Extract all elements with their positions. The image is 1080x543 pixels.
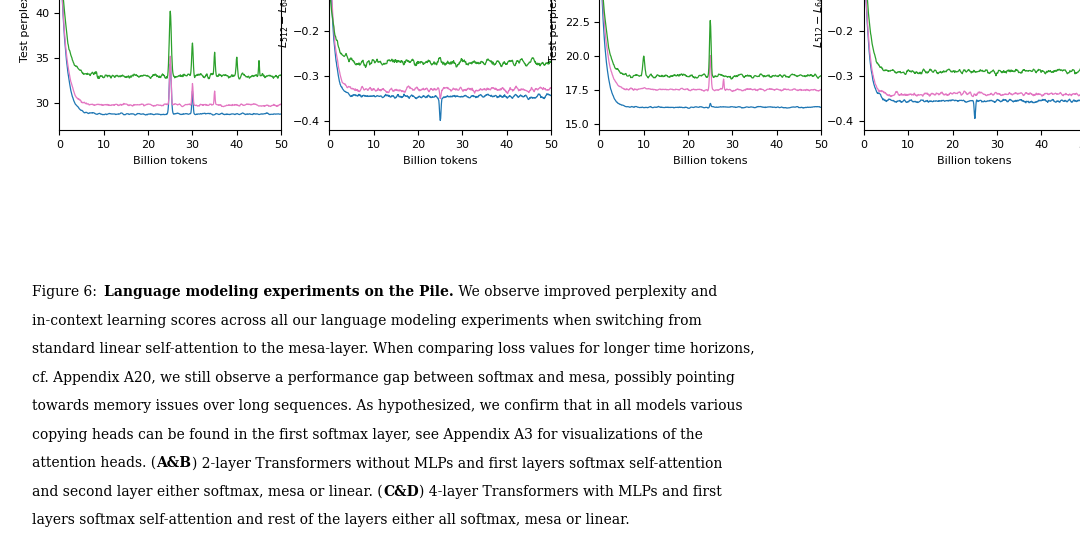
Text: attention heads. (: attention heads. ( xyxy=(32,456,157,470)
Y-axis label: $L_{512} - L_{64}$: $L_{512} - L_{64}$ xyxy=(812,0,826,48)
Text: and second layer either softmax, mesa or linear. (: and second layer either softmax, mesa or… xyxy=(32,485,383,499)
Text: standard linear self-attention to the mesa-layer. When comparing loss values for: standard linear self-attention to the me… xyxy=(32,342,755,356)
Y-axis label: Test perplexity: Test perplexity xyxy=(21,0,30,62)
Text: layers softmax self-attention and rest of the layers either all softmax, mesa or: layers softmax self-attention and rest o… xyxy=(32,513,630,527)
X-axis label: Billion tokens: Billion tokens xyxy=(673,156,747,166)
X-axis label: Billion tokens: Billion tokens xyxy=(937,156,1012,166)
Text: Figure 6:: Figure 6: xyxy=(32,285,105,299)
Text: towards memory issues over long sequences. As hypothesized, we confirm that in a: towards memory issues over long sequence… xyxy=(32,399,743,413)
Text: Language modeling experiments on the Pile.: Language modeling experiments on the Pil… xyxy=(105,285,454,299)
X-axis label: Billion tokens: Billion tokens xyxy=(133,156,207,166)
Y-axis label: Test perplexity: Test perplexity xyxy=(550,0,559,62)
Y-axis label: $L_{512} - L_{64}$: $L_{512} - L_{64}$ xyxy=(278,0,292,48)
Text: cf. Appendix A20, we still observe a performance gap between softmax and mesa, p: cf. Appendix A20, we still observe a per… xyxy=(32,370,735,384)
Text: ) 4-layer Transformers with MLPs and first: ) 4-layer Transformers with MLPs and fir… xyxy=(419,485,721,499)
Text: C&D: C&D xyxy=(383,485,419,498)
Text: ) 2-layer Transformers without MLPs and first layers softmax self-attention: ) 2-layer Transformers without MLPs and … xyxy=(191,456,721,471)
Text: A&B: A&B xyxy=(157,456,191,470)
X-axis label: Billion tokens: Billion tokens xyxy=(403,156,477,166)
Text: in-context learning scores across all our language modeling experiments when swi: in-context learning scores across all ou… xyxy=(32,314,702,327)
Text: copying heads can be found in the first softmax layer, see Appendix A3 for visua: copying heads can be found in the first … xyxy=(32,428,703,441)
Text: We observe improved perplexity and: We observe improved perplexity and xyxy=(454,285,717,299)
